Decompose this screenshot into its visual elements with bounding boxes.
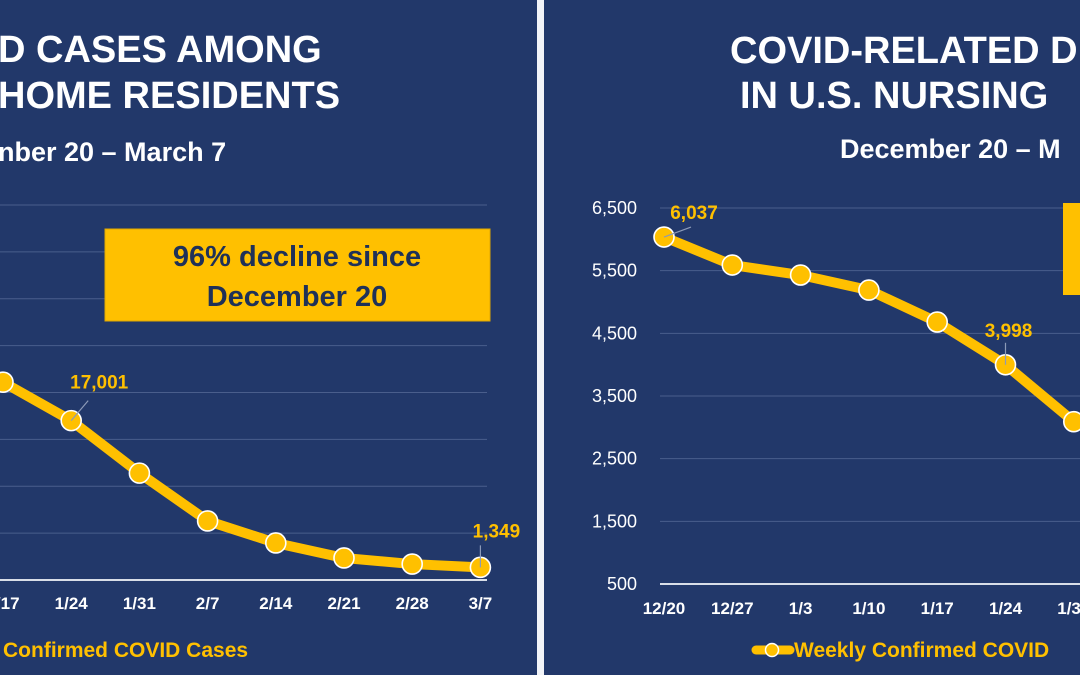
left-data-point [264, 532, 287, 554]
right-legend-label: Weekly Confirmed COVID [794, 639, 1049, 662]
right-data-point [721, 254, 744, 276]
right-data-label-leader [663, 226, 692, 238]
left-x-tick-label: 2/21 [327, 594, 360, 613]
right-subtitle: December 20 – M [840, 134, 1061, 164]
right-y-tick-label: 4,500 [592, 323, 637, 343]
right-y-tick-label: 2,500 [592, 449, 637, 469]
right-title-line-2: IN U.S. NURSING [740, 75, 1048, 117]
annotation-line-1: 96% decline since [173, 241, 421, 273]
left-data-label: 17,001 [70, 373, 129, 394]
left-x-tick-label: 1/17 [0, 594, 20, 613]
left-data-point [401, 553, 424, 575]
panel-divider [537, 0, 544, 675]
left-title-line-1: D CASES AMONG [0, 29, 322, 71]
right-data-point [1063, 410, 1080, 433]
left-data-point [0, 371, 14, 393]
left-x-tick-label: 3/7 [469, 594, 493, 613]
left-data-point [196, 510, 219, 532]
left-data-point [333, 547, 355, 569]
right-legend: Weekly Confirmed COVID [751, 639, 1049, 662]
left-legend-label: Confirmed COVID Cases [3, 639, 248, 662]
left-x-tick-label: 1/31 [123, 594, 156, 613]
right-x-tick-label: 1/10 [852, 599, 885, 618]
left-title-line-2: HOME RESIDENTS [0, 75, 340, 117]
right-x-tick-label: 1/3 [789, 599, 813, 618]
right-y-tick-label: 500 [607, 574, 637, 594]
left-series-line [0, 377, 486, 573]
right-data-point [858, 279, 880, 301]
left-x-tick-label: 1/24 [55, 594, 89, 613]
right-data-label: 6,037 [670, 203, 718, 224]
right-y-tick-label: 1,500 [592, 511, 637, 531]
legend-point-marker [764, 642, 780, 658]
left-data-label: 1,349 [473, 521, 521, 542]
right-panel [544, 0, 1080, 675]
left-subtitle: nber 20 – March 7 [0, 137, 226, 167]
right-y-tick-label: 3,500 [592, 386, 637, 406]
left-x-tick-label: 2/14 [259, 594, 293, 613]
left-data-point [128, 462, 151, 484]
left-x-tick-label: 2/28 [396, 594, 429, 613]
right-x-tick-label: 12/20 [643, 599, 686, 618]
annotation-line-2: December 20 [207, 281, 388, 313]
right-data-point [789, 264, 812, 286]
right-data-label: 3,998 [985, 321, 1033, 342]
right-annotation-box [1063, 203, 1080, 295]
right-x-tick-label: 1/31 [1057, 599, 1080, 618]
left-x-tick-label: 2/7 [196, 594, 220, 613]
right-y-tick-label: 6,500 [592, 198, 637, 218]
decline-annotation: 96% decline since December 20 [104, 228, 491, 322]
left-data-label-leader [70, 400, 89, 422]
right-x-tick-label: 12/27 [711, 599, 754, 618]
annotation-box [104, 228, 491, 322]
right-x-tick-label: 1/17 [921, 599, 954, 618]
right-x-tick-label: 1/24 [989, 599, 1023, 618]
right-title-line-1: COVID-RELATED D [730, 30, 1078, 72]
right-data-point [926, 311, 949, 333]
right-y-tick-label: 5,500 [592, 261, 637, 281]
